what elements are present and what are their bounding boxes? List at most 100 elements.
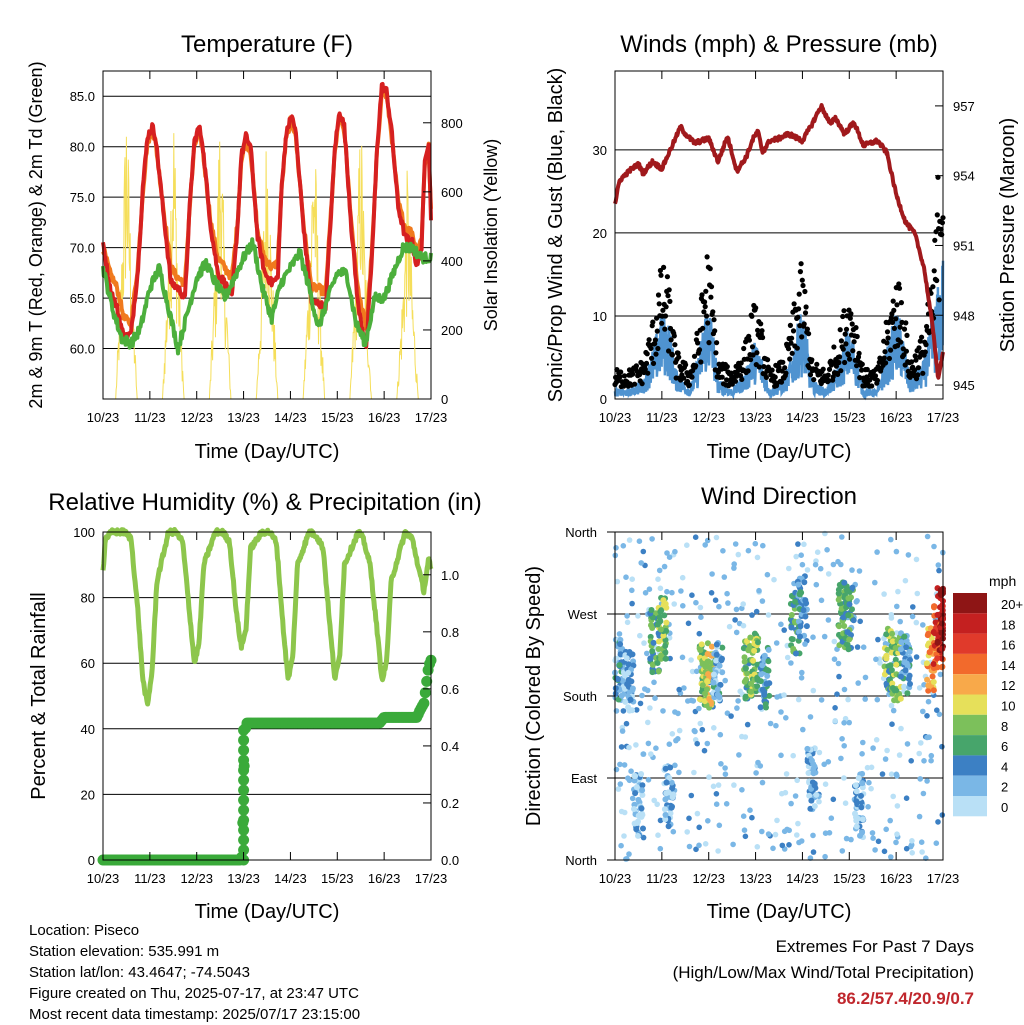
direction-point (810, 770, 817, 777)
direction-point (656, 638, 662, 645)
direction-point (889, 680, 896, 687)
direction-point (845, 696, 851, 703)
direction-point (747, 807, 753, 813)
winds-panel: Winds (mph) & Pressure (mb) Time (Day/UT… (545, 31, 1019, 463)
gust-point (763, 374, 770, 380)
direction-point (741, 827, 748, 833)
direction-point (629, 587, 635, 594)
gust-point (891, 325, 898, 331)
direction-point (774, 817, 780, 824)
direction-point (639, 787, 646, 794)
gust-point (923, 342, 929, 348)
direction-point (637, 700, 644, 707)
gust-point (915, 365, 922, 371)
direction-point (779, 790, 785, 797)
direction-point (939, 645, 946, 652)
gust-point (859, 361, 865, 367)
gust-point (912, 367, 918, 373)
gust-point (672, 342, 678, 348)
gust-point (897, 324, 903, 330)
direction-point (689, 592, 695, 598)
direction-point (657, 817, 664, 824)
direction-point (679, 574, 686, 581)
gust-point (759, 328, 765, 334)
direction-point (926, 649, 933, 655)
direction-point (708, 590, 715, 596)
direction-point (669, 803, 675, 810)
direction-point (786, 842, 792, 848)
gust-point (898, 339, 904, 345)
direction-point (838, 755, 844, 762)
gust-point (836, 359, 842, 366)
direction-point (812, 561, 819, 568)
y-tick-label: 70.0 (70, 241, 95, 256)
x-tick-label: 14/23 (274, 871, 307, 886)
gust-point (915, 372, 921, 378)
gust-point (934, 212, 940, 218)
gust-point (746, 333, 752, 339)
direction-point (716, 603, 722, 610)
direction-point (632, 773, 639, 779)
gust-point (919, 334, 925, 340)
direction-point (862, 674, 869, 681)
direction-point (749, 612, 755, 618)
temperature-xlabel: Time (Day/UTC) (195, 441, 340, 463)
gust-point (663, 304, 669, 310)
direction-point (924, 778, 930, 784)
direction-point (796, 628, 802, 635)
direction-point (939, 743, 945, 750)
direction-point (639, 811, 646, 818)
gust-point (895, 343, 901, 349)
direction-point (875, 636, 881, 643)
direction-point (708, 643, 715, 650)
direction-point (763, 680, 770, 687)
gust-point (930, 284, 936, 290)
direction-point (666, 741, 673, 747)
gust-series (612, 174, 946, 390)
direction-point (705, 818, 711, 824)
direction-point (663, 779, 670, 786)
y-right-tick-label: 200 (441, 323, 463, 338)
direction-point (629, 600, 635, 607)
x-tick-label: 13/23 (227, 410, 260, 425)
gust-point (643, 360, 650, 366)
direction-point (647, 633, 654, 640)
direction-point (723, 801, 730, 807)
direction-point (750, 657, 757, 664)
y-tick-label: 100 (73, 525, 95, 540)
direction-point (822, 830, 829, 836)
direction-point (817, 565, 824, 572)
direction-point (935, 562, 942, 568)
direction-point (884, 646, 891, 653)
direction-point (655, 576, 661, 582)
direction-point (752, 540, 759, 547)
y-tick-label: South (563, 689, 597, 704)
x-tick-label: 16/23 (880, 871, 913, 886)
direction-point (870, 745, 876, 751)
direction-point (798, 552, 804, 558)
direction-point (688, 697, 695, 704)
direction-point (745, 547, 752, 554)
gust-point (708, 284, 715, 290)
direction-point (930, 629, 937, 636)
direction-point (898, 725, 904, 732)
direction-point (617, 641, 624, 648)
direction-point (765, 612, 772, 618)
direction-point (751, 647, 758, 654)
direction-point (860, 644, 867, 650)
y-right-tick-label: 0.2 (441, 796, 459, 811)
direction-point (822, 853, 828, 860)
direction-point (637, 632, 643, 639)
gust-point (741, 345, 747, 352)
direction-point (647, 705, 653, 711)
direction-point (717, 731, 724, 738)
direction-point (934, 707, 940, 713)
gust-point (903, 348, 910, 354)
direction-point (839, 736, 845, 742)
winds-axes: 10/23 11/23 12/23 13/23 14/23 15/23 16/23 17/23… (593, 70, 975, 425)
gust-point (703, 313, 710, 319)
direction-point (623, 720, 630, 727)
direction-point (807, 714, 814, 720)
gust-point (683, 362, 689, 368)
direction-point (646, 586, 653, 592)
